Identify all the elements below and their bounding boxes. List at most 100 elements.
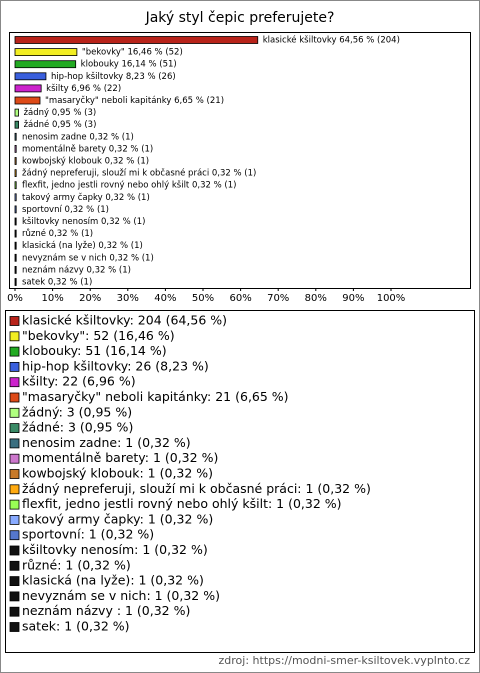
bar-label: hip-hop kšiltovky 8,23 % (26) xyxy=(51,71,176,82)
legend-label: žádné: 3 (0,95 %) xyxy=(22,420,133,435)
bar-label: žádné 0,95 % (3) xyxy=(24,119,97,130)
legend-label: kšilty: 22 (6,96 %) xyxy=(22,374,136,389)
legend-swatch xyxy=(9,530,20,541)
legend-label: různé: 1 (0,32 %) xyxy=(22,557,131,572)
bar-label: takový army čapky 0,32 % (1) xyxy=(22,192,150,203)
bar xyxy=(14,132,17,141)
x-tick-label: 0% xyxy=(7,293,23,304)
x-tick-label: 30% xyxy=(117,293,139,304)
bar-label: žádný nepreferuji, slouží mi k občasné p… xyxy=(22,168,256,179)
legend-swatch xyxy=(9,316,20,326)
bar-label: kowbojský klobouk 0,32 % (1) xyxy=(22,157,149,167)
bar-label: momentálně barety 0,32 % (1) xyxy=(22,144,153,154)
x-tick-label: 50% xyxy=(192,293,214,304)
legend-label: žádný: 3 (0,95 %) xyxy=(22,404,132,419)
legend-swatch xyxy=(9,560,20,571)
legend-swatch xyxy=(9,361,20,372)
bar xyxy=(14,36,259,44)
bar xyxy=(14,205,17,214)
bar xyxy=(14,72,47,81)
legend-swatch xyxy=(9,469,20,479)
legend-label: klasické kšiltovky: 204 (64,56 %) xyxy=(22,313,227,328)
legend-label: sportovní: 1 (0,32 %) xyxy=(22,527,154,542)
bar xyxy=(14,60,77,69)
bar-label: žádný 0,95 % (3) xyxy=(24,108,97,118)
legend-label: "masaryčky" neboli kapitánky: 21 (6,65 %… xyxy=(22,389,289,404)
x-tick-label: 10% xyxy=(41,293,63,304)
legend-label: nenosim zadne: 1 (0,32 %) xyxy=(22,435,191,450)
bar-label: flexfit, jedno jestli rovný nebo ohlý kš… xyxy=(22,180,236,191)
x-tick-label: 80% xyxy=(305,293,327,304)
bar xyxy=(14,265,17,274)
legend-swatch xyxy=(9,591,20,602)
legend-swatch xyxy=(9,377,20,388)
bar-label: sportovní 0,32 % (1) xyxy=(22,205,109,215)
bar xyxy=(14,253,17,262)
bar xyxy=(14,169,17,178)
legend-label: flexfit, jedno jestli rovný nebo ohlý kš… xyxy=(22,496,342,511)
bar-label: "masaryčky" neboli kapitánky 6,65 % (21) xyxy=(45,95,224,106)
legend-label: neznám názvy : 1 (0,32 %) xyxy=(22,603,190,618)
legend-swatch xyxy=(9,453,20,464)
legend-swatch xyxy=(9,423,20,434)
legend-swatch xyxy=(9,346,20,357)
bar xyxy=(14,241,17,250)
bar-label: kšiltovky nenosím 0,32 % (1) xyxy=(22,216,145,227)
source: zdroj: https://modni-smer-ksiltovek.vypl… xyxy=(219,654,471,667)
bar-label: "bekovky" 16,46 % (52) xyxy=(82,48,183,58)
x-tick-label: 100% xyxy=(377,293,406,304)
legend-label: takový army čapky: 1 (0,32 %) xyxy=(22,511,213,526)
legend-swatch xyxy=(9,392,20,403)
legend-swatch xyxy=(9,331,20,342)
bar xyxy=(14,229,17,238)
bar xyxy=(14,144,17,153)
x-tick-label: 70% xyxy=(267,293,289,304)
bar-label: různé 0,32 % (1) xyxy=(22,228,93,239)
legend-frame xyxy=(5,310,475,653)
bar xyxy=(14,84,42,93)
bar-label: kšilty 6,96 % (22) xyxy=(46,83,121,94)
legend-swatch xyxy=(9,407,20,418)
x-tick-label: 40% xyxy=(154,293,176,304)
legend-label: žádný nepreferuji, slouží mi k občasné p… xyxy=(22,481,371,496)
bar-label: klasické kšiltovky 64,56 % (204) xyxy=(263,35,400,46)
legend-label: klobouky: 51 (16,14 %) xyxy=(22,343,167,358)
bar xyxy=(14,193,17,202)
bar-label: nevyznám se v nich 0,32 % (1) xyxy=(22,253,154,263)
legend-swatch xyxy=(9,576,20,586)
legend-swatch xyxy=(9,545,20,556)
bar xyxy=(14,217,17,226)
legend-label: momentálně barety: 1 (0,32 %) xyxy=(22,450,218,465)
bar-label: neznám názvy 0,32 % (1) xyxy=(22,265,131,275)
legend-swatch xyxy=(9,622,20,632)
bar xyxy=(14,120,19,129)
legend-swatch xyxy=(9,499,20,510)
chart-title: Jaký styl čepic preferujete? xyxy=(145,10,335,26)
bar-label: nenosim zadne 0,32 % (1) xyxy=(22,132,134,142)
legend-swatch xyxy=(9,484,20,495)
bar xyxy=(14,278,17,286)
legend-label: "bekovky": 52 (16,46 %) xyxy=(22,328,175,343)
plot-frame xyxy=(9,32,471,289)
legend-label: nevyznám se v nich: 1 (0,32 %) xyxy=(22,588,220,603)
legend-label: satek: 1 (0,32 %) xyxy=(22,619,130,634)
legend-label: kšiltovky nenosím: 1 (0,32 %) xyxy=(22,542,208,557)
legend-label: hip-hop kšiltovky: 26 (8,23 %) xyxy=(22,358,209,373)
bar xyxy=(14,181,17,190)
bar-label: satek 0,32 % (1) xyxy=(22,278,92,288)
legend-swatch xyxy=(9,438,20,449)
bar xyxy=(14,108,19,117)
legend-swatch xyxy=(9,515,20,525)
bar xyxy=(14,96,41,105)
legend-label: kowbojský klobouk: 1 (0,32 %) xyxy=(22,466,213,481)
x-tick-label: 90% xyxy=(342,293,364,304)
bar-label: klasická (na lyže) 0,32 % (1) xyxy=(22,241,143,251)
legend-label: klasická (na lyže): 1 (0,32 %) xyxy=(22,573,204,588)
legend-swatch xyxy=(9,606,20,617)
bar xyxy=(14,157,17,165)
x-tick-label: 20% xyxy=(79,293,101,304)
bar-label: klobouky 16,14 % (51) xyxy=(81,60,177,70)
bar xyxy=(14,48,78,56)
